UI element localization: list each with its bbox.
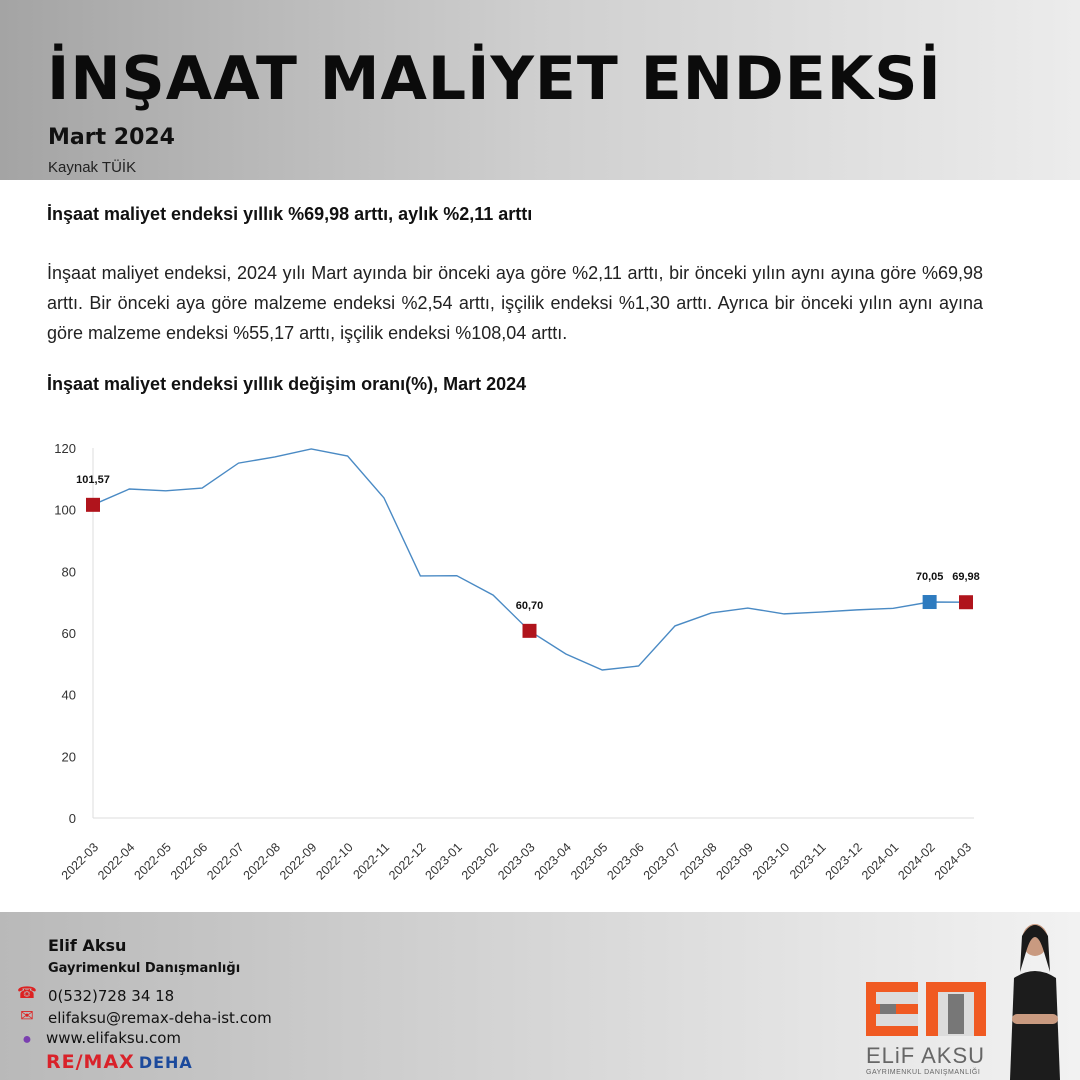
x-tick-label: 2022-05 [132, 840, 174, 882]
x-tick-label: 2023-09 [714, 840, 756, 882]
agent-name: Elif Aksu [48, 936, 127, 955]
data-label: 60,70 [516, 600, 544, 612]
data-label: 70,05 [916, 571, 944, 583]
source-label: Kaynak TÜİK [48, 159, 137, 176]
page-subtitle: Mart 2024 [48, 125, 175, 150]
email-icon: ✉ [20, 1008, 34, 1025]
website-link[interactable]: www.elifaksu.com [46, 1029, 182, 1047]
x-tick-label: 2024-02 [895, 840, 937, 882]
x-tick-label: 2024-03 [932, 840, 974, 882]
x-tick-label: 2022-06 [168, 840, 210, 882]
ea-logo-mark [866, 982, 986, 1036]
y-tick-label: 20 [62, 749, 76, 764]
x-tick-label: 2022-03 [59, 840, 101, 882]
elif-aksu-logo: ELiF AKSU GAYRIMENKUL DANIŞMANLIĞI [866, 982, 986, 1076]
line-chart: 0204060801001202022-032022-042022-052022… [54, 441, 980, 883]
x-tick-label: 2022-12 [386, 840, 428, 882]
data-label: 69,98 [952, 571, 980, 583]
data-label: 101,57 [76, 474, 110, 486]
x-tick-label: 2023-05 [568, 840, 610, 882]
x-tick-label: 2023-08 [677, 840, 719, 882]
phone-icon: ☎ [17, 985, 37, 1002]
data-point-marker [86, 497, 100, 512]
y-tick-label: 40 [62, 688, 76, 703]
x-tick-label: 2022-10 [313, 840, 355, 882]
remax-logo: RE/MAX DEHA [46, 1051, 193, 1073]
x-tick-label: 2023-01 [423, 840, 465, 882]
header: İNŞAAT MALİYET ENDEKSİ Mart 2024 Kaynak … [0, 0, 1080, 180]
x-tick-label: 2023-03 [495, 840, 537, 882]
x-tick-label: 2022-09 [277, 840, 319, 882]
chart-title: İnşaat maliyet endeksi yıllık değişim or… [47, 374, 527, 394]
x-tick-label: 2023-10 [750, 840, 792, 882]
y-tick-label: 100 [54, 503, 76, 518]
x-tick-label: 2023-02 [459, 840, 501, 882]
y-tick-label: 120 [54, 441, 76, 456]
globe-icon: ● [22, 1031, 32, 1048]
headline: İnşaat maliyet endeksi yıllık %69,98 art… [47, 204, 533, 224]
x-tick-label: 2023-04 [532, 840, 574, 882]
x-tick-label: 2023-06 [604, 840, 646, 882]
footer: Elif Aksu Gayrimenkul Danışmanlığı ☎ 0(5… [0, 912, 1080, 1080]
x-tick-label: 2022-07 [204, 840, 246, 882]
x-tick-label: 2022-11 [350, 840, 392, 882]
x-tick-label: 2022-04 [95, 840, 137, 882]
data-point-marker [922, 595, 937, 610]
email-link[interactable]: elifaksu@remax-deha-ist.com [48, 1009, 272, 1027]
x-tick-label: 2023-07 [641, 840, 683, 882]
page-title: İNŞAAT MALİYET ENDEKSİ [47, 44, 942, 114]
x-tick-label: 2022-08 [241, 840, 283, 882]
description-paragraph: İnşaat maliyet endeksi, 2024 yılı Mart a… [47, 263, 983, 343]
agent-photo [1010, 924, 1060, 1080]
x-tick-label: 2024-01 [859, 840, 901, 882]
data-point-marker [522, 623, 537, 638]
phone-number[interactable]: 0(532)728 34 18 [48, 987, 175, 1005]
x-tick-label: 2023-11 [787, 840, 829, 882]
data-point-marker [959, 595, 973, 610]
y-tick-label: 0 [69, 811, 76, 826]
y-tick-label: 80 [62, 564, 76, 579]
x-tick-label: 2023-12 [823, 840, 865, 882]
agent-role: Gayrimenkul Danışmanlığı [48, 961, 241, 976]
y-tick-label: 60 [62, 626, 76, 641]
